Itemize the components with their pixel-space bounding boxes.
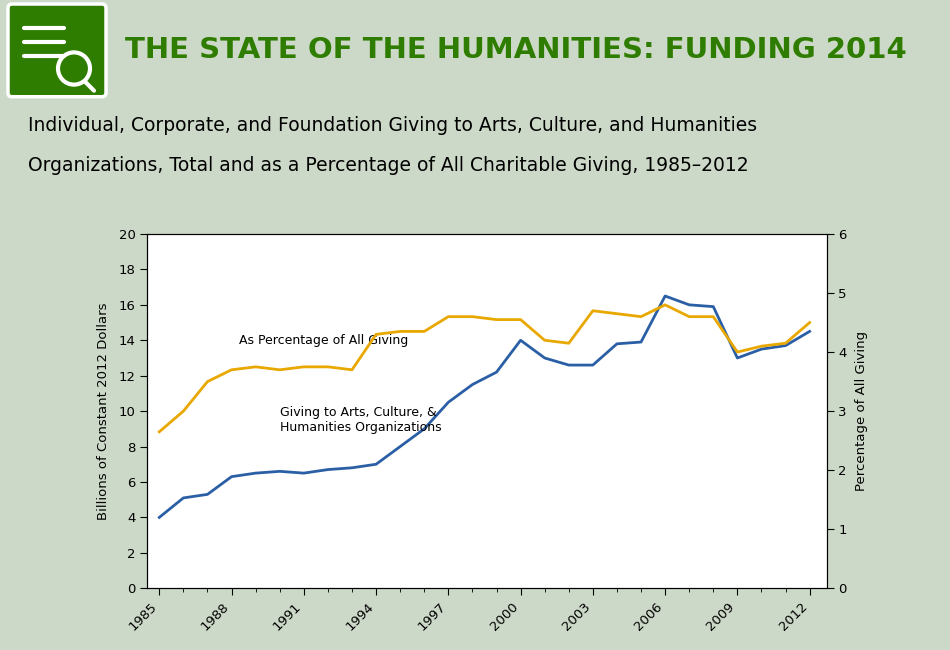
Text: As Percentage of All Giving: As Percentage of All Giving	[238, 334, 408, 347]
Text: Giving to Arts, Culture, &
Humanities Organizations: Giving to Arts, Culture, & Humanities Or…	[279, 406, 442, 434]
Y-axis label: Percentage of All Giving: Percentage of All Giving	[855, 331, 868, 491]
Y-axis label: Billions of Constant 2012 Dollars: Billions of Constant 2012 Dollars	[97, 302, 110, 520]
FancyBboxPatch shape	[8, 4, 106, 97]
Text: Organizations, Total and as a Percentage of All Charitable Giving, 1985–2012: Organizations, Total and as a Percentage…	[28, 156, 750, 175]
Text: Individual, Corporate, and Foundation Giving to Arts, Culture, and Humanities: Individual, Corporate, and Foundation Gi…	[28, 116, 758, 135]
Text: THE STATE OF THE HUMANITIES: FUNDING 2014: THE STATE OF THE HUMANITIES: FUNDING 201…	[125, 36, 906, 64]
